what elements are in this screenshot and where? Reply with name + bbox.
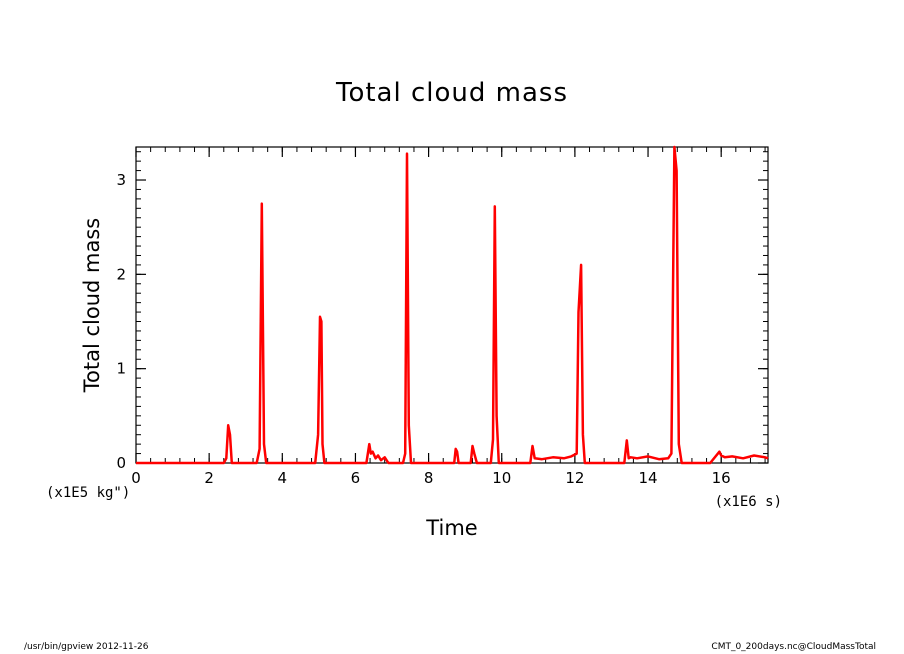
- x-tick-label: 12: [565, 469, 584, 487]
- x-tick-label: 0: [131, 469, 141, 487]
- x-tick-label: 16: [712, 469, 731, 487]
- series-line: [136, 145, 769, 465]
- x-tick-label: 14: [638, 469, 657, 487]
- footer-right: CMT_0_200days.nc@CloudMassTotal: [711, 642, 876, 652]
- y-tick-label: 0: [116, 454, 126, 472]
- y-unit-label: (x1E5 kg"): [46, 485, 130, 501]
- y-axis-label: Total cloud mass: [80, 218, 104, 393]
- x-unit-label: (x1E6 s): [715, 494, 782, 510]
- y-tick-label: 1: [116, 360, 126, 378]
- footer-left: /usr/bin/gpview 2012-11-26: [24, 642, 149, 652]
- x-tick-label: 2: [204, 469, 214, 487]
- chart-title: Total cloud mass: [335, 78, 568, 108]
- x-tick-label: 4: [278, 469, 288, 487]
- x-tick-labels: 0 2 4 6 8 10 12 14 16: [131, 469, 731, 487]
- x-axis-label: Time: [425, 516, 477, 540]
- x-tick-label: 6: [351, 469, 361, 487]
- y-tick-label: 3: [116, 171, 126, 189]
- x-tick-label: 8: [424, 469, 434, 487]
- x-tick-label: 10: [492, 469, 511, 487]
- y-tick-label: 2: [116, 265, 126, 283]
- y-tick-labels: 0 1 2 3: [116, 171, 126, 472]
